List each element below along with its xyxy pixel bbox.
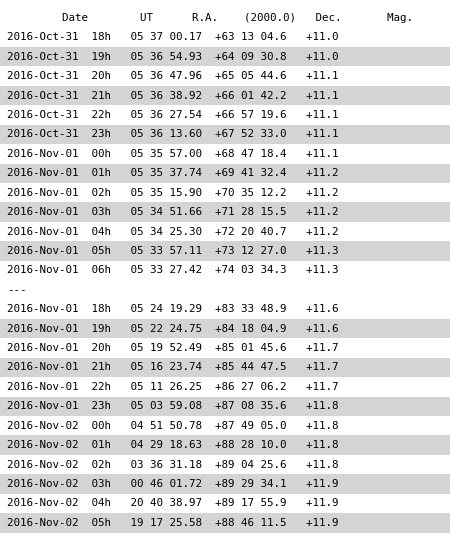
Text: 2016-Nov-01  19h   05 22 24.75  +84 18 04.9   +11.6: 2016-Nov-01 19h 05 22 24.75 +84 18 04.9 … bbox=[7, 324, 338, 334]
Bar bbox=[0, 202, 450, 222]
Text: 2016-Nov-02  03h   00 46 01.72  +89 29 34.1   +11.9: 2016-Nov-02 03h 00 46 01.72 +89 29 34.1 … bbox=[7, 479, 338, 489]
Bar bbox=[0, 494, 450, 513]
Text: 2016-Nov-01  23h   05 03 59.08  +87 08 35.6   +11.8: 2016-Nov-01 23h 05 03 59.08 +87 08 35.6 … bbox=[7, 401, 338, 411]
Bar bbox=[0, 300, 450, 319]
Text: Date        UT      R.A.    (2000.0)   Dec.       Mag.: Date UT R.A. (2000.0) Dec. Mag. bbox=[36, 13, 414, 23]
Text: 2016-Oct-31  22h   05 36 27.54  +66 57 19.6   +11.1: 2016-Oct-31 22h 05 36 27.54 +66 57 19.6 … bbox=[7, 110, 338, 120]
Bar bbox=[0, 358, 450, 377]
Bar bbox=[0, 435, 450, 455]
Bar bbox=[0, 222, 450, 241]
Text: 2016-Nov-01  22h   05 11 26.25  +86 27 06.2   +11.7: 2016-Nov-01 22h 05 11 26.25 +86 27 06.2 … bbox=[7, 382, 338, 392]
Text: 2016-Oct-31  21h   05 36 38.92  +66 01 42.2   +11.1: 2016-Oct-31 21h 05 36 38.92 +66 01 42.2 … bbox=[7, 90, 338, 101]
Text: 2016-Oct-31  19h   05 36 54.93  +64 09 30.8   +11.0: 2016-Oct-31 19h 05 36 54.93 +64 09 30.8 … bbox=[7, 52, 338, 62]
Text: 2016-Nov-01  01h   05 35 37.74  +69 41 32.4   +11.2: 2016-Nov-01 01h 05 35 37.74 +69 41 32.4 … bbox=[7, 168, 338, 178]
Text: 2016-Oct-31  23h   05 36 13.60  +67 52 33.0   +11.1: 2016-Oct-31 23h 05 36 13.60 +67 52 33.0 … bbox=[7, 129, 338, 140]
Bar bbox=[0, 66, 450, 86]
Bar bbox=[0, 125, 450, 144]
Text: 2016-Nov-01  03h   05 34 51.66  +71 28 15.5   +11.2: 2016-Nov-01 03h 05 34 51.66 +71 28 15.5 … bbox=[7, 207, 338, 217]
Bar bbox=[0, 144, 450, 163]
Text: 2016-Nov-02  00h   04 51 50.78  +87 49 05.0   +11.8: 2016-Nov-02 00h 04 51 50.78 +87 49 05.0 … bbox=[7, 421, 338, 431]
Bar bbox=[0, 319, 450, 338]
Text: 2016-Oct-31  20h   05 36 47.96  +65 05 44.6   +11.1: 2016-Oct-31 20h 05 36 47.96 +65 05 44.6 … bbox=[7, 71, 338, 81]
Text: ---: --- bbox=[7, 285, 26, 295]
Text: 2016-Nov-01  18h   05 24 19.29  +83 33 48.9   +11.6: 2016-Nov-01 18h 05 24 19.29 +83 33 48.9 … bbox=[7, 304, 338, 314]
Text: 2016-Nov-02  02h   03 36 31.18  +89 04 25.6   +11.8: 2016-Nov-02 02h 03 36 31.18 +89 04 25.6 … bbox=[7, 459, 338, 470]
Bar bbox=[0, 455, 450, 474]
Bar bbox=[0, 416, 450, 435]
Bar bbox=[0, 183, 450, 202]
Bar bbox=[0, 397, 450, 416]
Text: 2016-Nov-01  06h   05 33 27.42  +74 03 34.3   +11.3: 2016-Nov-01 06h 05 33 27.42 +74 03 34.3 … bbox=[7, 265, 338, 275]
Text: 2016-Nov-01  05h   05 33 57.11  +73 12 27.0   +11.3: 2016-Nov-01 05h 05 33 57.11 +73 12 27.0 … bbox=[7, 246, 338, 256]
Bar bbox=[0, 86, 450, 105]
Bar bbox=[0, 513, 450, 532]
Bar bbox=[0, 47, 450, 66]
Bar bbox=[0, 474, 450, 494]
Bar bbox=[0, 164, 450, 183]
Text: 2016-Nov-01  00h   05 35 57.00  +68 47 18.4   +11.1: 2016-Nov-01 00h 05 35 57.00 +68 47 18.4 … bbox=[7, 149, 338, 159]
Bar bbox=[0, 105, 450, 125]
Bar bbox=[0, 338, 450, 358]
Text: 2016-Nov-01  21h   05 16 23.74  +85 44 47.5   +11.7: 2016-Nov-01 21h 05 16 23.74 +85 44 47.5 … bbox=[7, 362, 338, 372]
Text: 2016-Nov-01  02h   05 35 15.90  +70 35 12.2   +11.2: 2016-Nov-01 02h 05 35 15.90 +70 35 12.2 … bbox=[7, 187, 338, 198]
Bar bbox=[0, 28, 450, 47]
Text: 2016-Nov-02  01h   04 29 18.63  +88 28 10.0   +11.8: 2016-Nov-02 01h 04 29 18.63 +88 28 10.0 … bbox=[7, 440, 338, 450]
Bar bbox=[0, 241, 450, 261]
Bar bbox=[0, 377, 450, 397]
Text: 2016-Nov-02  04h   20 40 38.97  +89 17 55.9   +11.9: 2016-Nov-02 04h 20 40 38.97 +89 17 55.9 … bbox=[7, 499, 338, 508]
Bar bbox=[0, 280, 450, 300]
Text: 2016-Oct-31  18h   05 37 00.17  +63 13 04.6   +11.0: 2016-Oct-31 18h 05 37 00.17 +63 13 04.6 … bbox=[7, 32, 338, 43]
Text: 2016-Nov-01  20h   05 19 52.49  +85 01 45.6   +11.7: 2016-Nov-01 20h 05 19 52.49 +85 01 45.6 … bbox=[7, 343, 338, 353]
Text: 2016-Nov-02  05h   19 17 25.58  +88 46 11.5   +11.9: 2016-Nov-02 05h 19 17 25.58 +88 46 11.5 … bbox=[7, 518, 338, 528]
Text: 2016-Nov-01  04h   05 34 25.30  +72 20 40.7   +11.2: 2016-Nov-01 04h 05 34 25.30 +72 20 40.7 … bbox=[7, 227, 338, 237]
Bar bbox=[0, 261, 450, 280]
